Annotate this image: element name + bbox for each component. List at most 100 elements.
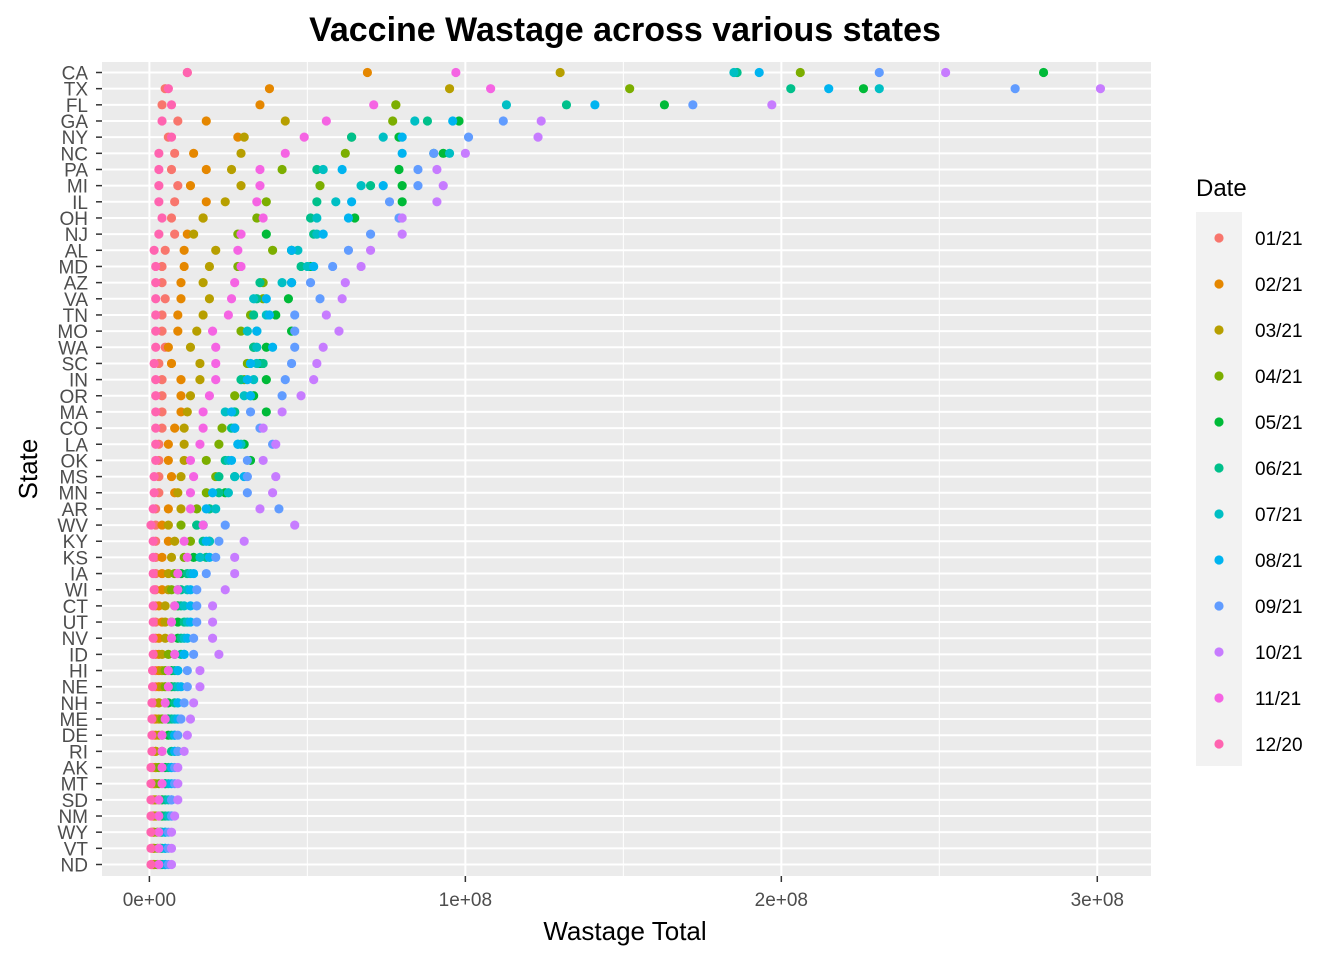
data-point — [337, 294, 347, 304]
data-point — [451, 67, 461, 78]
legend-key — [1214, 601, 1224, 611]
data-point — [767, 100, 777, 110]
data-point — [166, 213, 177, 223]
data-point — [365, 245, 376, 255]
data-point — [151, 455, 161, 466]
data-point — [154, 859, 164, 870]
data-point — [432, 164, 442, 175]
data-point — [146, 779, 156, 789]
data-point — [211, 358, 221, 369]
legend-title: Date — [1196, 175, 1247, 202]
grid-major-lines — [102, 62, 1151, 876]
data-point — [160, 617, 170, 627]
data-point — [277, 278, 287, 288]
data-point — [286, 245, 297, 255]
data-point — [166, 843, 177, 853]
data-point — [397, 132, 407, 142]
data-point — [1010, 84, 1020, 94]
data-point — [201, 197, 211, 207]
data-point — [166, 617, 177, 627]
data-point — [252, 358, 262, 369]
data-point — [754, 67, 764, 78]
data-point — [176, 407, 186, 417]
y-tick-label: NY — [62, 128, 89, 149]
data-point — [220, 585, 230, 595]
x-tick-label: 2e+08 — [755, 890, 808, 911]
data-point — [185, 504, 196, 514]
data-point — [173, 310, 183, 320]
data-point — [220, 520, 230, 530]
data-point — [874, 84, 884, 94]
y-tick-label: IN — [69, 371, 88, 392]
data-point — [305, 213, 316, 223]
data-point — [157, 585, 167, 595]
data-point — [192, 585, 202, 595]
data-point — [252, 197, 262, 207]
data-point — [230, 278, 240, 288]
data-point — [157, 261, 167, 272]
data-point — [328, 261, 338, 272]
data-point — [146, 795, 156, 805]
data-point — [312, 197, 322, 207]
y-tick-label: OK — [61, 451, 89, 472]
data-point — [157, 746, 167, 756]
data-point — [290, 520, 300, 530]
data-point — [157, 391, 167, 401]
data-point — [163, 520, 173, 530]
data-point — [147, 665, 158, 676]
y-tick-label: WY — [57, 823, 88, 844]
data-point — [157, 375, 167, 385]
data-point — [378, 181, 388, 191]
data-point — [157, 762, 167, 773]
data-point — [163, 682, 173, 692]
data-point — [146, 843, 156, 853]
data-point — [160, 294, 170, 304]
legend-key — [1214, 555, 1224, 565]
data-point — [296, 261, 306, 272]
data-point — [163, 665, 173, 676]
data-point — [309, 261, 319, 272]
data-point — [226, 455, 237, 466]
data-point — [176, 682, 186, 692]
data-point — [154, 181, 164, 191]
data-point — [157, 423, 167, 433]
data-point — [160, 601, 170, 611]
data-point — [179, 455, 189, 466]
data-point — [432, 197, 442, 207]
data-point — [179, 649, 189, 659]
data-point — [157, 568, 167, 579]
data-point — [258, 358, 268, 369]
data-point — [170, 197, 180, 207]
y-tick-label: UT — [63, 613, 89, 634]
data-point — [179, 536, 189, 546]
data-point — [268, 488, 278, 498]
data-point — [166, 100, 177, 110]
legend-key — [1214, 325, 1224, 335]
data-point — [151, 278, 161, 288]
data-point — [198, 520, 208, 530]
data-point — [182, 67, 192, 78]
data-point — [154, 229, 164, 239]
y-tick-label: MN — [58, 484, 88, 505]
data-point — [151, 391, 161, 401]
data-point — [356, 181, 366, 191]
data-point — [223, 488, 233, 498]
data-point — [204, 261, 215, 272]
data-point — [211, 552, 221, 562]
data-point — [239, 132, 249, 142]
data-point — [148, 504, 158, 514]
data-point — [590, 100, 600, 110]
y-tick-label: SC — [62, 354, 88, 375]
y-tick-label: NV — [62, 629, 89, 650]
data-point — [299, 132, 309, 142]
data-point — [312, 164, 322, 175]
y-tick-label: MI — [67, 177, 88, 198]
data-point — [176, 391, 186, 401]
data-point — [160, 714, 170, 724]
data-point — [312, 229, 322, 239]
plot-panel — [102, 62, 1151, 876]
data-point — [195, 439, 205, 449]
data-point — [211, 504, 221, 514]
data-point — [561, 100, 572, 110]
